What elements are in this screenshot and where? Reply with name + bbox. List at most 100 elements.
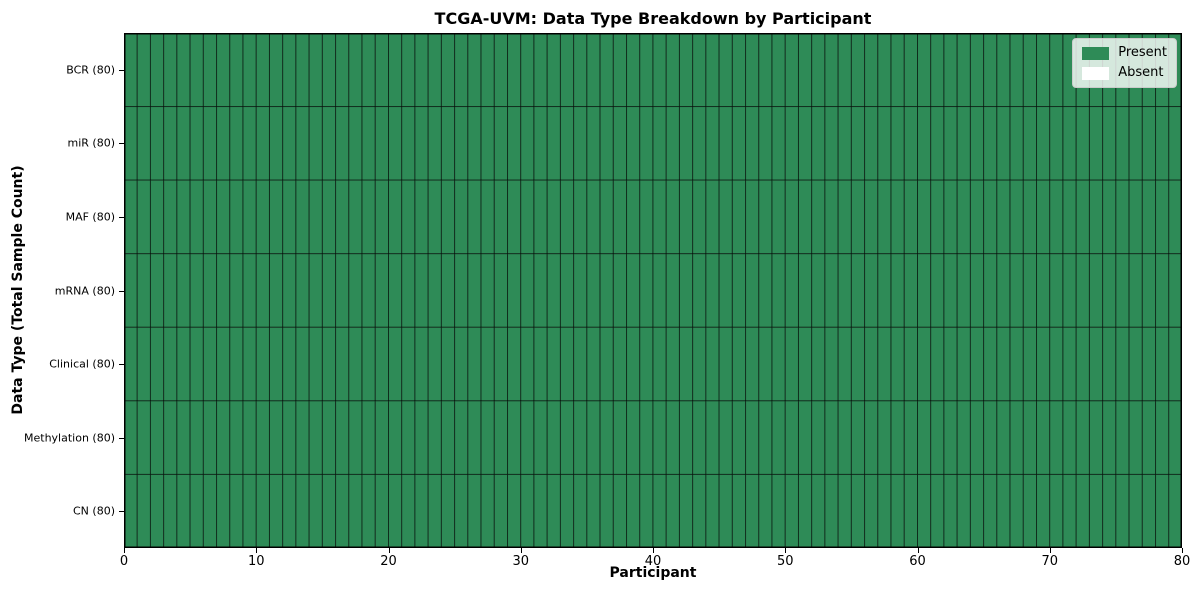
heatmap-cell xyxy=(1141,179,1157,255)
heatmap-cell xyxy=(507,253,522,328)
chart-title: TCGA-UVM: Data Type Breakdown by Partici… xyxy=(434,9,872,28)
heatmap-cell xyxy=(268,106,284,181)
heatmap-cell xyxy=(665,400,680,475)
heatmap-cell xyxy=(573,33,588,108)
heatmap-cell xyxy=(1049,253,1064,328)
heatmap-cell xyxy=(678,179,694,255)
heatmap-cell xyxy=(599,253,614,328)
x-tick-label: 80 xyxy=(1173,554,1191,569)
heatmap-cell xyxy=(559,106,575,181)
heatmap-cell xyxy=(969,473,985,548)
heatmap-cell xyxy=(797,106,813,181)
heatmap-cell xyxy=(1049,106,1064,181)
y-tick-label: CN (80) xyxy=(73,504,115,518)
heatmap-cell xyxy=(189,179,204,255)
heatmap-cell xyxy=(480,326,495,402)
heatmap-cell xyxy=(652,33,667,108)
heatmap-cell xyxy=(758,400,773,475)
heatmap-grid xyxy=(124,33,1182,548)
heatmap-cell xyxy=(956,253,971,328)
heatmap-cell xyxy=(956,400,971,475)
heatmap-cell xyxy=(652,326,667,402)
heatmap-cell xyxy=(771,253,786,328)
heatmap-cell xyxy=(917,400,932,475)
heatmap-cell xyxy=(705,179,720,255)
heatmap-cell xyxy=(440,106,456,181)
heatmap-cell xyxy=(308,106,323,181)
heatmap-cell xyxy=(1088,473,1104,548)
y-tick-label: BCR (80) xyxy=(66,63,115,77)
heatmap-cell xyxy=(480,253,495,328)
heatmap-cell xyxy=(705,326,720,402)
heatmap-cell xyxy=(864,473,879,548)
heatmap-cell xyxy=(943,106,958,181)
heatmap-cell xyxy=(811,473,826,548)
heatmap-cell xyxy=(586,106,601,181)
heatmap-cell xyxy=(850,179,866,255)
heatmap-cell xyxy=(652,473,667,548)
heatmap-cell xyxy=(1022,253,1038,328)
x-tick-label: 0 xyxy=(119,554,129,569)
heatmap-cell xyxy=(586,400,601,475)
heatmap-cell xyxy=(652,400,667,475)
heatmap-cell xyxy=(665,473,680,548)
heatmap-cell xyxy=(890,33,905,108)
heatmap-cell xyxy=(467,179,482,255)
heatmap-cell xyxy=(202,400,218,475)
heatmap-cell xyxy=(917,33,932,108)
heatmap-cell xyxy=(388,106,403,181)
heatmap-cell xyxy=(202,106,218,181)
heatmap-cell xyxy=(401,33,416,108)
heatmap-cell xyxy=(665,106,680,181)
heatmap-cell xyxy=(692,473,707,548)
heatmap-cell xyxy=(242,400,257,475)
heatmap-cell xyxy=(573,326,588,402)
heatmap-cell xyxy=(612,179,628,255)
heatmap-cell xyxy=(890,326,905,402)
heatmap-cell xyxy=(930,326,945,402)
heatmap-cell xyxy=(414,473,429,548)
heatmap-cell xyxy=(255,179,270,255)
heatmap-cell xyxy=(1075,253,1090,328)
heatmap-cell xyxy=(255,473,270,548)
heatmap-cell xyxy=(930,106,945,181)
heatmap-cell xyxy=(361,473,376,548)
heatmap-cell xyxy=(282,473,297,548)
heatmap-cell xyxy=(480,473,495,548)
y-tick-mark xyxy=(119,511,124,513)
heatmap-cell xyxy=(824,326,839,402)
legend-swatch xyxy=(1082,46,1110,60)
heatmap-cell xyxy=(348,33,363,108)
heatmap-cell xyxy=(414,106,429,181)
heatmap-cell xyxy=(996,106,1011,181)
heatmap-cell xyxy=(1168,106,1182,181)
heatmap-cell xyxy=(639,253,654,328)
heatmap-cell xyxy=(295,326,310,402)
heatmap-cell xyxy=(890,253,905,328)
heatmap-cell xyxy=(745,326,760,402)
heatmap-cell xyxy=(308,400,323,475)
heatmap-cell xyxy=(321,179,337,255)
heatmap-cell xyxy=(454,400,469,475)
heatmap-cell xyxy=(467,33,482,108)
heatmap-cell xyxy=(837,473,852,548)
y-tick-label: mRNA (80) xyxy=(54,284,115,297)
heatmap-cell xyxy=(388,326,403,402)
heatmap-cell xyxy=(850,253,866,328)
heatmap-cell xyxy=(996,33,1011,108)
heatmap-cell xyxy=(520,326,535,402)
heatmap-cell xyxy=(149,253,165,328)
heatmap-cell xyxy=(374,400,389,475)
heatmap-cell xyxy=(758,253,773,328)
heatmap-cell xyxy=(335,473,350,548)
heatmap-cell xyxy=(401,326,416,402)
y-tick-label: Methylation (80) xyxy=(24,431,115,445)
heatmap-cell xyxy=(983,253,998,328)
heatmap-cell xyxy=(124,253,138,328)
heatmap-cell xyxy=(731,179,747,255)
heatmap-cell xyxy=(612,326,628,402)
heatmap-cell xyxy=(599,33,614,108)
heatmap-cell xyxy=(255,106,270,181)
heatmap-cell xyxy=(1168,179,1182,255)
x-tick-mark xyxy=(124,548,125,553)
